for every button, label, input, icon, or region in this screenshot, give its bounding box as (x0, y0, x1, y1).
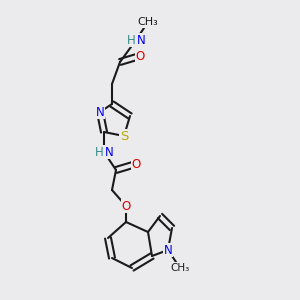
Text: O: O (122, 200, 130, 212)
Text: O: O (131, 158, 141, 170)
Text: S: S (120, 130, 128, 142)
Text: N: N (96, 106, 104, 118)
Text: N: N (164, 244, 172, 256)
Text: H: H (127, 34, 135, 46)
Text: N: N (105, 146, 113, 158)
Text: CH₃: CH₃ (170, 263, 190, 273)
Text: H: H (94, 146, 103, 158)
Text: CH₃: CH₃ (138, 17, 158, 27)
Text: N: N (136, 34, 146, 46)
Text: O: O (135, 50, 145, 62)
